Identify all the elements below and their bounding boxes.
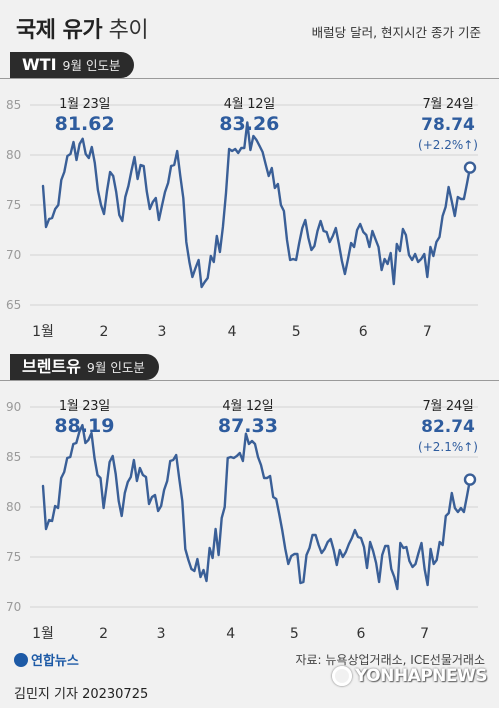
annotation-date: 1월 23일 [59,97,110,112]
brent-section-tag: 브렌트유 9월 인도분 [10,354,159,380]
chart-title: 국제 유가 추이 [16,12,149,44]
x-tick-label: 3 [157,324,166,340]
agency-logo: 연합뉴스 [14,650,79,669]
x-tick-label: 6 [357,626,366,642]
x-tick-label: 5 [292,324,301,340]
annotation-value: 87.33 [218,415,278,437]
wti-sublabel: 9월 인도분 [62,58,121,73]
y-tick-label: 80 [6,500,21,514]
y-tick-label: 80 [6,148,21,162]
y-tick-label: 75 [6,198,21,212]
price-series-line [41,121,472,289]
x-tick-label: 1월 [32,324,54,340]
wti-section-tag: WTI 9월 인도분 [10,52,135,78]
y-tick-label: 85 [6,98,21,112]
agency-logo-icon [14,652,28,667]
annotation-value: 81.62 [55,113,115,135]
watermark-icon [331,666,352,686]
x-tick-label: 4 [228,324,237,340]
y-tick-label: 70 [6,248,21,262]
watermark: YONHAPNEWS [331,666,488,686]
y-tick-label: 70 [6,600,21,614]
annotation-change: (+2.2%↑) [418,138,478,152]
y-tick-label: 65 [6,298,21,312]
x-tick-label: 2 [100,324,109,340]
annotation-date: 4월 12일 [222,399,273,414]
x-tick-label: 4 [226,626,235,642]
annotation-date: 7월 24일 [422,97,473,112]
watermark-text: YONHAPNEWS [354,666,488,686]
annotation-value: 82.74 [421,417,475,437]
annotation-change: (+2.1%↑) [418,440,478,454]
last-value-marker [463,161,477,174]
y-tick-label: 85 [6,450,21,464]
y-tick-label: 90 [6,400,21,414]
x-tick-label: 7 [423,324,432,340]
wti-divider [0,78,499,79]
annotation-value: 78.74 [421,115,475,135]
x-tick-label: 7 [420,626,429,642]
brent-divider [0,380,499,381]
chart-subtitle: 배럴당 달러, 현지시간 종가 기준 [311,25,481,40]
price-series-line [41,423,472,591]
annotation-value: 83.26 [219,113,279,135]
wti-label: WTI [22,55,57,74]
x-tick-label: 5 [290,626,299,642]
title-strong: 국제 유가 [16,18,103,43]
annotation-value: 88.19 [54,415,114,437]
agency-logo-text: 연합뉴스 [31,654,79,669]
y-tick-label: 75 [6,550,21,564]
x-tick-label: 3 [157,626,166,642]
annotation-date: 1월 23일 [59,399,110,414]
author-credit: 김민지 기자 20230725 [14,687,149,702]
source-note: 자료: 뉴욕상업거래소, ICE선물거래소 [295,653,485,667]
annotation-date: 7월 24일 [422,399,473,414]
brent-sublabel: 9월 인도분 [86,360,145,375]
x-tick-label: 6 [359,324,368,340]
last-value-marker [463,473,477,486]
x-tick-label: 2 [99,626,108,642]
x-tick-label: 1월 [32,626,54,642]
title-light: 추이 [108,18,149,43]
brent-label: 브렌트유 [22,357,81,376]
annotation-date: 4월 12일 [224,97,275,112]
